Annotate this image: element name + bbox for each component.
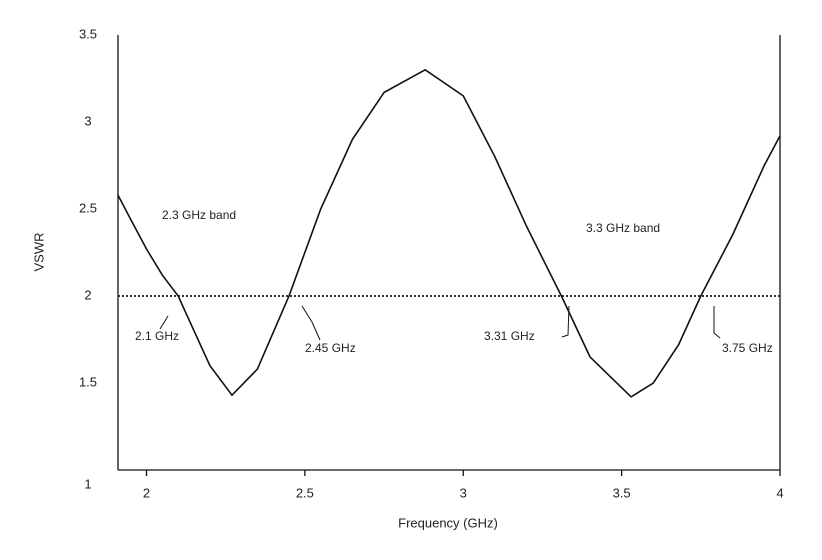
- y-tick-label: 1.5: [79, 374, 97, 389]
- x-tick-label: 2: [143, 485, 150, 500]
- y-tick-label: 3.5: [79, 26, 97, 41]
- annotation: 2.45 GHz: [305, 341, 356, 355]
- x-axis-label: Frequency (GHz): [398, 515, 498, 530]
- annotation: 3.31 GHz: [484, 329, 535, 343]
- x-tick-label: 3: [460, 485, 467, 500]
- annotation: 2.1 GHz: [135, 329, 179, 343]
- y-tick-label: 3: [84, 113, 91, 128]
- annotation-arrows: [159, 305, 721, 341]
- annotation: 3.3 GHz band: [586, 221, 660, 235]
- annotation: 3.75 GHz: [722, 341, 773, 355]
- data-line: [117, 68, 781, 398]
- y-tick-label: 2: [84, 287, 91, 302]
- y-tick-label: 1: [84, 476, 91, 491]
- y-axis-label: VSWR: [31, 233, 46, 272]
- annotation: 2.3 GHz band: [162, 208, 236, 222]
- x-tick-label: 2.5: [296, 485, 314, 500]
- y-tick-label: 2.5: [79, 200, 97, 215]
- x-tick-label: 4: [776, 485, 783, 500]
- x-tick-label: 3.5: [613, 485, 631, 500]
